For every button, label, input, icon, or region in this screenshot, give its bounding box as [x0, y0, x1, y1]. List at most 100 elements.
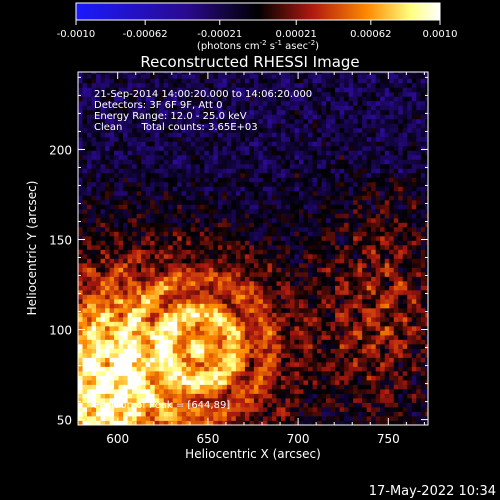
heatmap-cell — [222, 240, 228, 246]
heatmap-cell — [389, 204, 395, 210]
heatmap-cell — [123, 397, 129, 403]
heatmap-cell — [362, 280, 368, 286]
heatmap-cell — [190, 370, 196, 376]
heatmap-cell — [398, 375, 404, 381]
heatmap-cell — [389, 366, 395, 372]
heatmap-cell — [384, 154, 390, 160]
heatmap-cell — [366, 393, 372, 399]
heatmap-cell — [267, 231, 273, 237]
heatmap-cell — [366, 222, 372, 228]
heatmap-cell — [226, 303, 232, 309]
heatmap-cell — [249, 357, 255, 363]
heatmap-cell — [420, 285, 426, 291]
heatmap-cell — [208, 159, 214, 165]
heatmap-cell — [235, 267, 241, 273]
heatmap-cell — [136, 222, 142, 228]
heatmap-cell — [362, 208, 368, 214]
heatmap-cell — [317, 312, 322, 318]
heatmap-cell — [353, 195, 359, 201]
heatmap-cell — [163, 208, 169, 214]
heatmap-cell — [308, 375, 313, 381]
heatmap-cell — [362, 298, 368, 304]
heatmap-cell — [308, 181, 313, 187]
heatmap-cell — [249, 361, 255, 367]
heatmap-cell — [226, 271, 232, 277]
heatmap-cell — [299, 294, 304, 300]
heatmap-cell — [339, 388, 345, 394]
heatmap-cell — [362, 231, 368, 237]
heatmap-cell — [280, 357, 286, 363]
heatmap-cell — [154, 253, 160, 259]
heatmap-cell — [294, 222, 300, 228]
heatmap-cell — [105, 154, 110, 160]
heatmap-cell — [280, 195, 286, 201]
heatmap-cell — [132, 406, 138, 412]
heatmap-cell — [357, 325, 363, 331]
heatmap-cell — [190, 294, 196, 300]
heatmap-cell — [136, 235, 142, 241]
heatmap-cell — [312, 312, 318, 318]
heatmap-cell — [312, 271, 318, 277]
heatmap-cell — [402, 253, 408, 259]
heatmap-cell — [168, 240, 174, 246]
heatmap-cell — [100, 271, 106, 277]
heatmap-cell — [294, 343, 300, 349]
heatmap-cell — [416, 217, 422, 223]
heatmap-cell — [82, 343, 88, 349]
heatmap-cell — [271, 249, 277, 255]
heatmap-cell — [303, 303, 309, 309]
heatmap-cell — [344, 343, 350, 349]
heatmap-cell — [335, 303, 340, 309]
heatmap-cell — [222, 204, 228, 210]
heatmap-cell — [393, 294, 399, 300]
heatmap-cell — [204, 312, 210, 318]
heatmap-cell — [91, 366, 97, 372]
heatmap-cell — [380, 235, 386, 241]
heatmap-cell — [262, 159, 268, 165]
heatmap-cell — [96, 136, 101, 142]
heatmap-cell — [280, 240, 286, 246]
heatmap-cell — [353, 361, 359, 367]
heatmap-cell — [384, 226, 390, 232]
heatmap-cell — [294, 388, 300, 394]
heatmap-cell — [326, 406, 331, 412]
heatmap-cell — [100, 244, 106, 250]
heatmap-cell — [371, 181, 377, 187]
heatmap-cell — [344, 172, 350, 178]
heatmap-cell — [217, 334, 223, 340]
heatmap-cell — [371, 190, 377, 196]
heatmap-cell — [262, 258, 268, 264]
heatmap-cell — [154, 393, 160, 399]
heatmap-cell — [181, 289, 187, 295]
heatmap-cell — [380, 208, 386, 214]
heatmap-cell — [267, 352, 273, 358]
heatmap-cell — [348, 150, 354, 156]
heatmap-cell — [312, 316, 318, 322]
heatmap-cell — [87, 253, 92, 259]
heatmap-cell — [199, 289, 205, 295]
heatmap-cell — [262, 163, 268, 169]
heatmap-cell — [267, 240, 273, 246]
heatmap-cell — [114, 195, 119, 201]
heatmap-cell — [127, 334, 133, 340]
heatmap-cell — [181, 366, 187, 372]
heatmap-cell — [271, 321, 277, 327]
heatmap-cell — [222, 150, 228, 156]
heatmap-cell — [190, 235, 196, 241]
heatmap-cell — [253, 213, 259, 219]
heatmap-cell — [231, 267, 237, 273]
heatmap-cell — [425, 253, 428, 259]
heatmap-cell — [190, 420, 196, 425]
heatmap-cell — [380, 168, 386, 174]
heatmap-cell — [231, 294, 237, 300]
heatmap-cell — [204, 402, 210, 408]
heatmap-cell — [244, 285, 250, 291]
heatmap-cell — [258, 415, 264, 421]
heatmap-cell — [186, 240, 192, 246]
heatmap-cell — [172, 136, 178, 142]
heatmap-cell — [118, 253, 124, 259]
heatmap-cell — [420, 267, 426, 273]
heatmap-cell — [348, 253, 354, 259]
heatmap-cell — [91, 312, 97, 318]
colorbar-unit-label: (photons cm-2 s-1 asec-2) — [197, 39, 319, 52]
